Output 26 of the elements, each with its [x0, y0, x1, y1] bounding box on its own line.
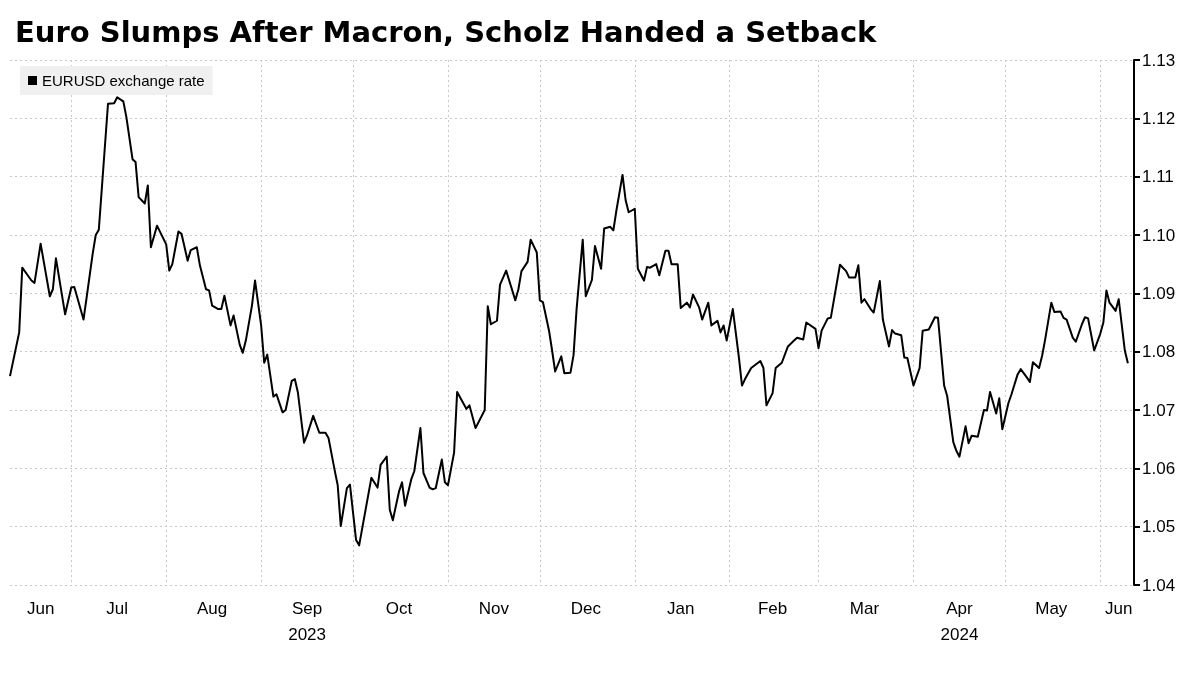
line-series	[9, 96, 1129, 547]
y-tick-label: 1.11	[1142, 167, 1174, 187]
y-tick-label: 1.09	[1142, 283, 1176, 303]
x-tick-label: Jun	[1104, 598, 1133, 618]
chart-title: Euro Slumps After Macron, Scholz Handed a Setback	[15, 14, 878, 49]
y-tick-label: 1.13	[1142, 50, 1176, 70]
legend-label: EURUSD exchange rate	[42, 72, 205, 89]
x-tick-label: Sep 2023	[288, 598, 326, 644]
y-tick-label: 1.08	[1142, 342, 1176, 362]
x-tick-label: Jan	[667, 598, 695, 618]
x-tick-label: Jun	[26, 598, 55, 618]
y-tick-label: 1.12	[1142, 108, 1176, 128]
y-tick-label: 1.06	[1142, 458, 1176, 478]
x-tick-label: May	[1035, 598, 1068, 618]
x-tick-label: Apr 2024	[940, 598, 979, 644]
y-tick-label: 1.05	[1142, 517, 1176, 537]
x-tick-label: Mar	[849, 598, 880, 618]
x-tick-label: Feb	[757, 598, 788, 618]
y-tick-label: 1.04	[1142, 575, 1176, 595]
x-tick-label: Oct	[385, 598, 413, 618]
y-tick-label: 1.07	[1142, 400, 1176, 420]
x-tick-label: Nov	[478, 598, 510, 618]
x-tick-label: Aug	[197, 598, 228, 618]
y-tick-label: 1.10	[1142, 225, 1176, 245]
x-tick-label: Jul	[106, 598, 129, 618]
x-tick-label: Dec	[570, 598, 602, 618]
